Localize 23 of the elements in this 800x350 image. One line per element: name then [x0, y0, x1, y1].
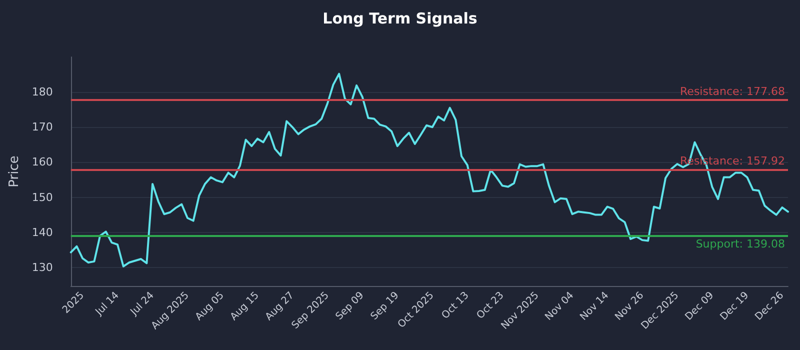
chart-title: Long Term Signals [322, 10, 478, 28]
x-tick-label: Dec 26 [753, 290, 786, 323]
y-tick-label: 180 [32, 86, 53, 99]
ref-line-label: Support: 139.08 [696, 238, 785, 251]
y-axis-title: Price [7, 156, 22, 188]
y-tick-label: 160 [32, 156, 53, 169]
y-tick-label: 170 [32, 120, 53, 134]
x-tick-label: Jul 14 [93, 290, 122, 318]
x-tick-label: Nov 14 [578, 290, 612, 323]
x-tick-label: Oct 13 [440, 290, 472, 322]
x-tick-label: Sep 09 [334, 290, 366, 322]
x-tick-label: Dec 09 [683, 290, 716, 323]
x-tick-label: Jul 24 [128, 290, 156, 318]
x-tick-label: Dec 19 [718, 290, 752, 323]
y-tick-label: 150 [32, 190, 53, 204]
x-tick-label: Aug 15 [228, 290, 262, 323]
x-tick-label: Oct 23 [474, 290, 506, 322]
y-tick-label: 130 [32, 260, 53, 274]
x-tick-label: Aug 05 [194, 290, 226, 323]
ref-line-label: Resistance: 177.68 [680, 85, 785, 98]
line-series [70, 72, 789, 268]
x-tick-label: Nov 04 [543, 290, 576, 323]
y-tick-label: 140 [32, 226, 53, 239]
